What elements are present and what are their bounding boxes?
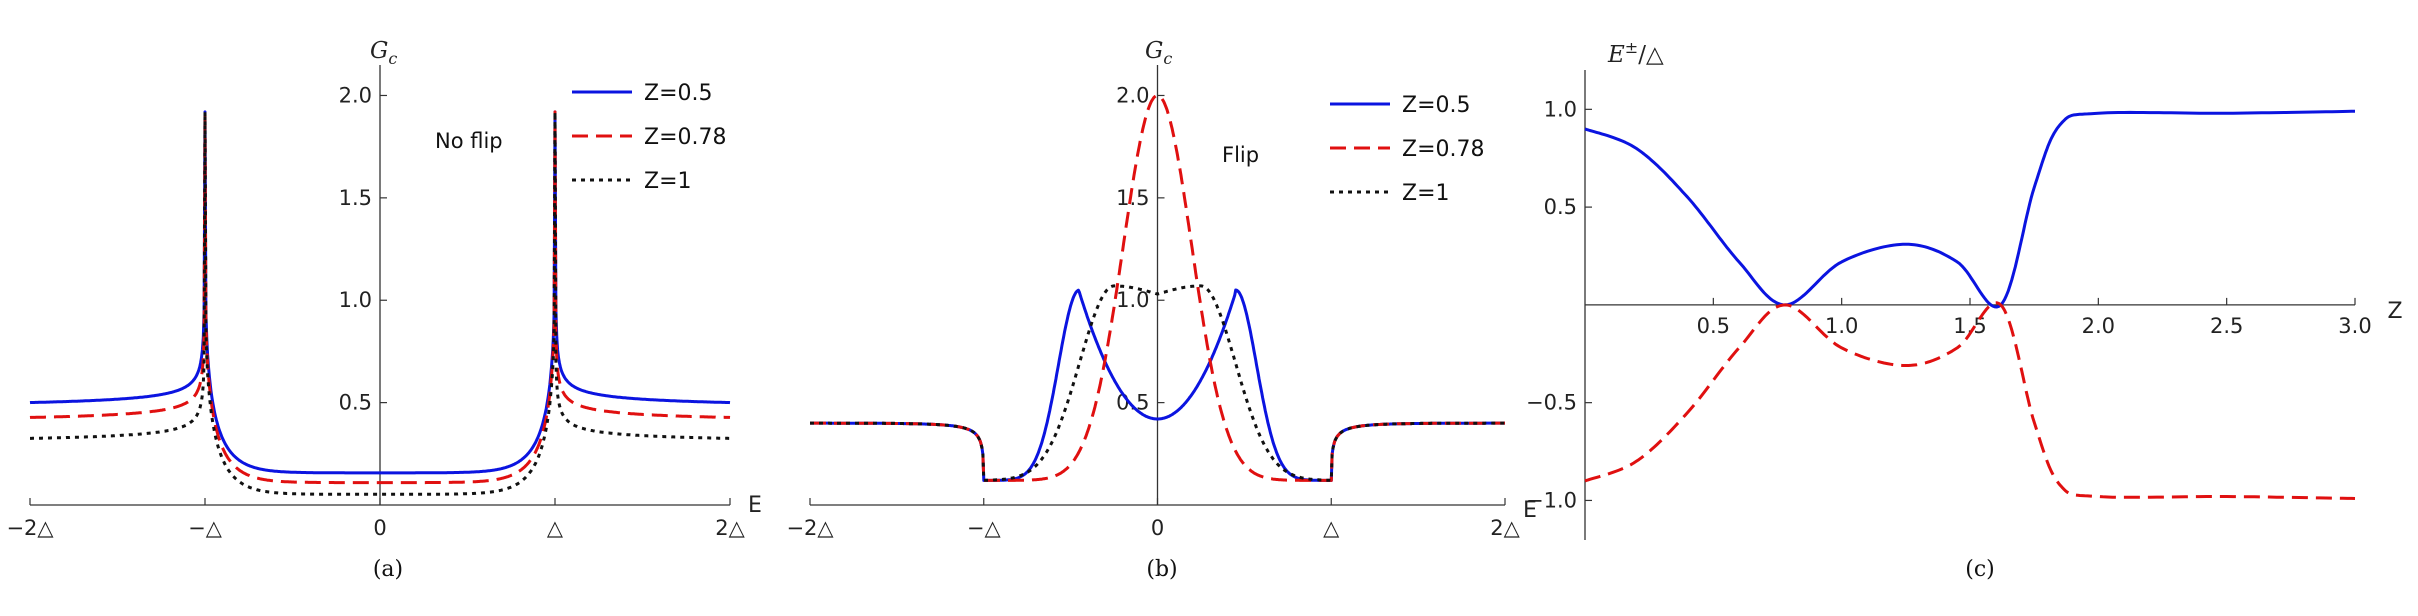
- y-tick-label: 0.5: [1544, 195, 1577, 219]
- series-line-z-0-78: [29, 110, 731, 485]
- x-tick-label: △: [1323, 516, 1340, 540]
- panel-annotation: Flip: [1222, 143, 1259, 167]
- legend-entry: Z=1: [644, 169, 692, 194]
- y-tick-label: 2.0: [1116, 83, 1149, 107]
- y-tick-label: 2.0: [339, 83, 372, 107]
- legend-entry: Z=0.78: [644, 125, 727, 150]
- x-axis-label: Z: [2387, 299, 2402, 324]
- x-tick-label: 0: [1151, 516, 1164, 540]
- y-tick-label: 1.0: [339, 288, 372, 312]
- x-tick-label: −2△: [786, 516, 834, 540]
- x-tick-label: △: [547, 516, 564, 540]
- x-tick-label: 2.0: [2082, 314, 2115, 338]
- y-axis-label: Gc: [370, 38, 397, 68]
- series-line-e-: [1584, 301, 2356, 500]
- x-tick-label: 1.0: [1825, 314, 1858, 338]
- chart-panel-c: 0.5 1.0 1.5 2.0 2.5 3.0−1.0−0.50.51.0E±/△Z(c): [1526, 38, 2403, 582]
- y-axis-label: E±/△: [1607, 38, 1664, 68]
- series-line-z-0-5: [29, 110, 731, 475]
- y-tick-label: 0.5: [1116, 391, 1149, 415]
- panel-caption: (c): [1965, 557, 1995, 582]
- panel-caption: (b): [1146, 557, 1177, 582]
- x-tick-label: −2△: [6, 516, 54, 540]
- legend-entry: Z=0.78: [1402, 137, 1485, 162]
- chart-panel-a: −2△ −△ 0 △ 2△ 0.5 1.0 1.5 2.0 Gc E (a) No flip Z=0.5 Z…: [6, 38, 762, 582]
- y-tick-label: −1.0: [1526, 488, 1577, 512]
- series-line-e-: [1584, 109, 2355, 309]
- x-tick-label: 0.5: [1697, 314, 1730, 338]
- series-line-z-1: [809, 284, 1506, 482]
- panel-caption: (a): [373, 557, 403, 582]
- series-line-z-0-5: [809, 288, 1506, 482]
- x-tick-label: −△: [188, 516, 223, 540]
- y-tick-label: 0.5: [339, 391, 372, 415]
- chart-panel-b: −2△ −△ 0 △ 2△0.51.01.52.0GcE(b)FlipZ=0.5Z=0.…: [786, 38, 1537, 582]
- x-tick-label: 2△: [1490, 516, 1520, 540]
- x-tick-label: 2△: [715, 516, 745, 540]
- legend-entry: Z=1: [1402, 181, 1450, 206]
- x-axis-label: E: [1523, 498, 1537, 523]
- legend-entry: Z=0.5: [1402, 93, 1471, 118]
- y-tick-label: 1.0: [1544, 97, 1577, 121]
- legend-entry: Z=0.5: [644, 81, 713, 106]
- x-tick-label: −△: [967, 516, 1002, 540]
- x-tick-label: 3.0: [2338, 314, 2371, 338]
- panel-annotation: No flip: [435, 129, 503, 153]
- y-tick-label: −0.5: [1526, 391, 1577, 415]
- y-tick-label: 1.5: [339, 186, 372, 210]
- x-tick-label: 2.5: [2210, 314, 2243, 338]
- x-tick-label: 0: [373, 516, 386, 540]
- x-axis-label: E: [748, 493, 762, 518]
- y-tick-label: 1.0: [1116, 288, 1149, 312]
- y-axis-label: Gc: [1145, 38, 1172, 68]
